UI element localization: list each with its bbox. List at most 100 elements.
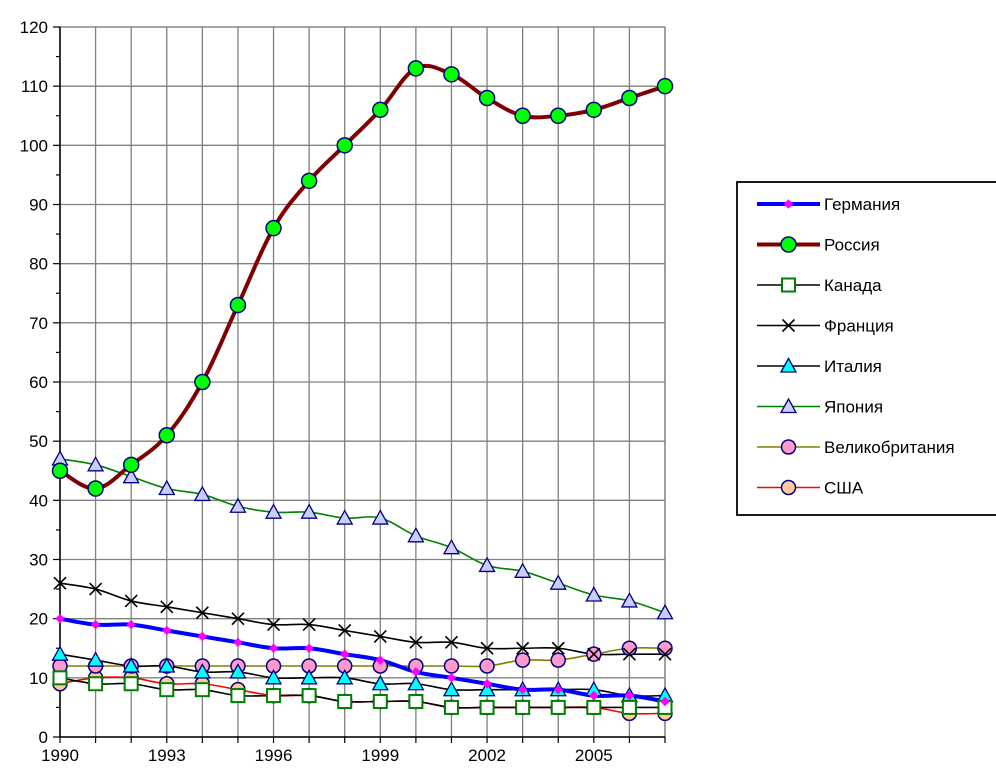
y-tick-label: 40: [29, 491, 48, 510]
data-point: [660, 696, 670, 707]
x-tick-label: 1999: [361, 746, 399, 765]
data-point: [446, 673, 457, 683]
data-point: [515, 699, 531, 715]
x-tick-label: 2005: [575, 746, 613, 765]
data-point: [443, 699, 459, 715]
x-marker-stroke: [266, 618, 281, 632]
legend-marker: [779, 357, 798, 373]
legend-marker: [780, 479, 797, 496]
data-point: [479, 699, 495, 715]
legend-item: Германия: [757, 195, 900, 214]
x-marker-stroke: [587, 647, 601, 661]
data-point: [407, 674, 425, 691]
legend-marker: [780, 439, 797, 455]
data-point: [300, 172, 318, 190]
data-point: [408, 694, 424, 709]
x-marker-stroke: [231, 612, 245, 626]
data-point: [586, 699, 602, 715]
data-point: [300, 503, 318, 519]
data-point: [52, 670, 68, 686]
legend-label: Канада: [824, 276, 882, 295]
data-point: [266, 618, 281, 632]
x-marker-stroke: [622, 647, 636, 661]
y-tick-label: 60: [29, 373, 48, 392]
data-point: [337, 694, 353, 709]
legend-item: Россия: [757, 236, 880, 255]
x-marker-stroke: [373, 629, 387, 643]
data-point: [90, 619, 101, 630]
data-point: [514, 107, 531, 124]
x-marker-stroke: [124, 594, 138, 608]
data-point: [656, 77, 674, 95]
series-line: [59, 582, 666, 656]
data-point: [88, 676, 104, 692]
data-point: [658, 647, 672, 661]
data-point: [372, 101, 389, 119]
data-point: [231, 612, 245, 626]
data-point: [193, 663, 211, 679]
data-point: [229, 663, 247, 679]
x-marker-stroke: [551, 641, 565, 655]
legend-item: США: [757, 479, 864, 498]
data-point: [336, 137, 353, 154]
data-point: [301, 688, 317, 704]
y-tick-label: 0: [39, 728, 48, 747]
data-point: [589, 690, 599, 701]
y-tick-label: 30: [29, 551, 48, 570]
data-point: [549, 107, 567, 124]
data-point: [550, 699, 566, 715]
data-point: [443, 658, 460, 674]
legend-label: Германия: [824, 195, 900, 214]
legend-marker: [783, 199, 794, 209]
data-point: [122, 456, 140, 474]
x-marker-stroke: [160, 600, 174, 614]
series-markers: [51, 60, 674, 722]
legend-label: Россия: [824, 236, 880, 255]
legend-item: Италия: [757, 357, 882, 376]
y-tick-label: 110: [21, 77, 48, 96]
data-point: [51, 462, 69, 479]
y-tick-label: 20: [29, 610, 48, 629]
data-point: [194, 373, 211, 391]
legend-marker: [779, 397, 798, 414]
data-point: [549, 574, 567, 590]
data-point: [158, 427, 176, 444]
data-point: [229, 296, 247, 314]
data-point: [621, 699, 637, 715]
data-point: [624, 690, 635, 701]
data-point: [585, 101, 603, 119]
data-point: [478, 89, 496, 107]
x-tick-label: 2002: [468, 746, 506, 765]
data-point: [264, 668, 283, 685]
data-point: [375, 655, 386, 665]
data-point: [87, 480, 104, 497]
y-tick-label: 90: [29, 196, 48, 215]
data-point: [268, 643, 279, 653]
y-tick-label: 70: [29, 314, 48, 333]
y-tick-label: 100: [20, 136, 48, 155]
data-point: [89, 582, 103, 596]
legend: Германия Россия Канада Франция Италия Япония В…: [736, 181, 996, 516]
data-point: [553, 684, 563, 695]
data-point: [338, 623, 352, 638]
data-point: [336, 668, 354, 685]
data-point: [158, 479, 176, 496]
data-point: [51, 645, 69, 661]
data-point: [339, 649, 350, 659]
legend-item: Франция: [757, 317, 894, 336]
data-point: [123, 676, 139, 692]
x-marker-stroke: [409, 635, 423, 649]
data-point: [480, 641, 494, 655]
data-point: [478, 556, 496, 573]
y-tick-label: 120: [20, 18, 48, 37]
data-point: [160, 600, 174, 614]
data-point: [265, 219, 282, 237]
data-point: [126, 619, 136, 630]
x-marker-stroke: [338, 623, 352, 638]
data-point: [514, 562, 532, 578]
legend-label: Италия: [824, 357, 882, 376]
data-point: [162, 625, 172, 636]
data-point: [300, 668, 318, 685]
data-point: [159, 682, 175, 698]
data-point: [193, 485, 211, 502]
